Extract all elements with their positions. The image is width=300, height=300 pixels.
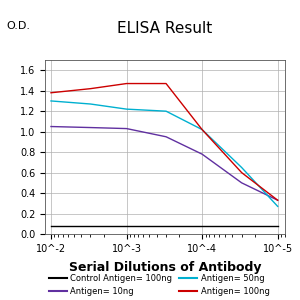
Control Antigen= 100ng [164,224,168,228]
Antigen= 10ng [125,127,128,130]
Legend: Control Antigen= 100ng, Antigen= 10ng, Antigen= 50ng, Antigen= 100ng: Control Antigen= 100ng, Antigen= 10ng, A… [49,274,269,296]
Antigen= 100ng [49,91,53,94]
Control Antigen= 100ng [89,224,92,228]
Antigen= 50ng [89,102,92,106]
Text: O.D.: O.D. [6,21,30,31]
Line: Antigen= 50ng: Antigen= 50ng [51,101,278,206]
Control Antigen= 100ng [276,224,280,228]
Antigen= 50ng [276,205,280,208]
Control Antigen= 100ng [49,224,53,228]
Control Antigen= 100ng [240,224,243,228]
Antigen= 100ng [240,171,243,174]
Control Antigen= 100ng [125,224,128,228]
Text: ELISA Result: ELISA Result [117,21,213,36]
Antigen= 50ng [240,166,243,169]
Antigen= 50ng [125,107,128,111]
Antigen= 100ng [276,198,280,202]
Text: Serial Dilutions of Antibody: Serial Dilutions of Antibody [69,261,261,274]
Antigen= 10ng [276,198,280,202]
Line: Antigen= 10ng: Antigen= 10ng [51,127,278,200]
Antigen= 10ng [89,126,92,129]
Antigen= 100ng [89,87,92,91]
Line: Antigen= 100ng: Antigen= 100ng [51,83,278,200]
Control Antigen= 100ng [200,224,204,228]
Antigen= 10ng [164,135,168,139]
Antigen= 50ng [164,110,168,113]
Antigen= 10ng [240,181,243,184]
Antigen= 100ng [125,82,128,85]
Antigen= 100ng [200,128,204,131]
Antigen= 10ng [49,125,53,128]
Antigen= 50ng [49,99,53,103]
Antigen= 10ng [200,152,204,156]
Antigen= 100ng [164,82,168,85]
Antigen= 50ng [200,128,204,131]
